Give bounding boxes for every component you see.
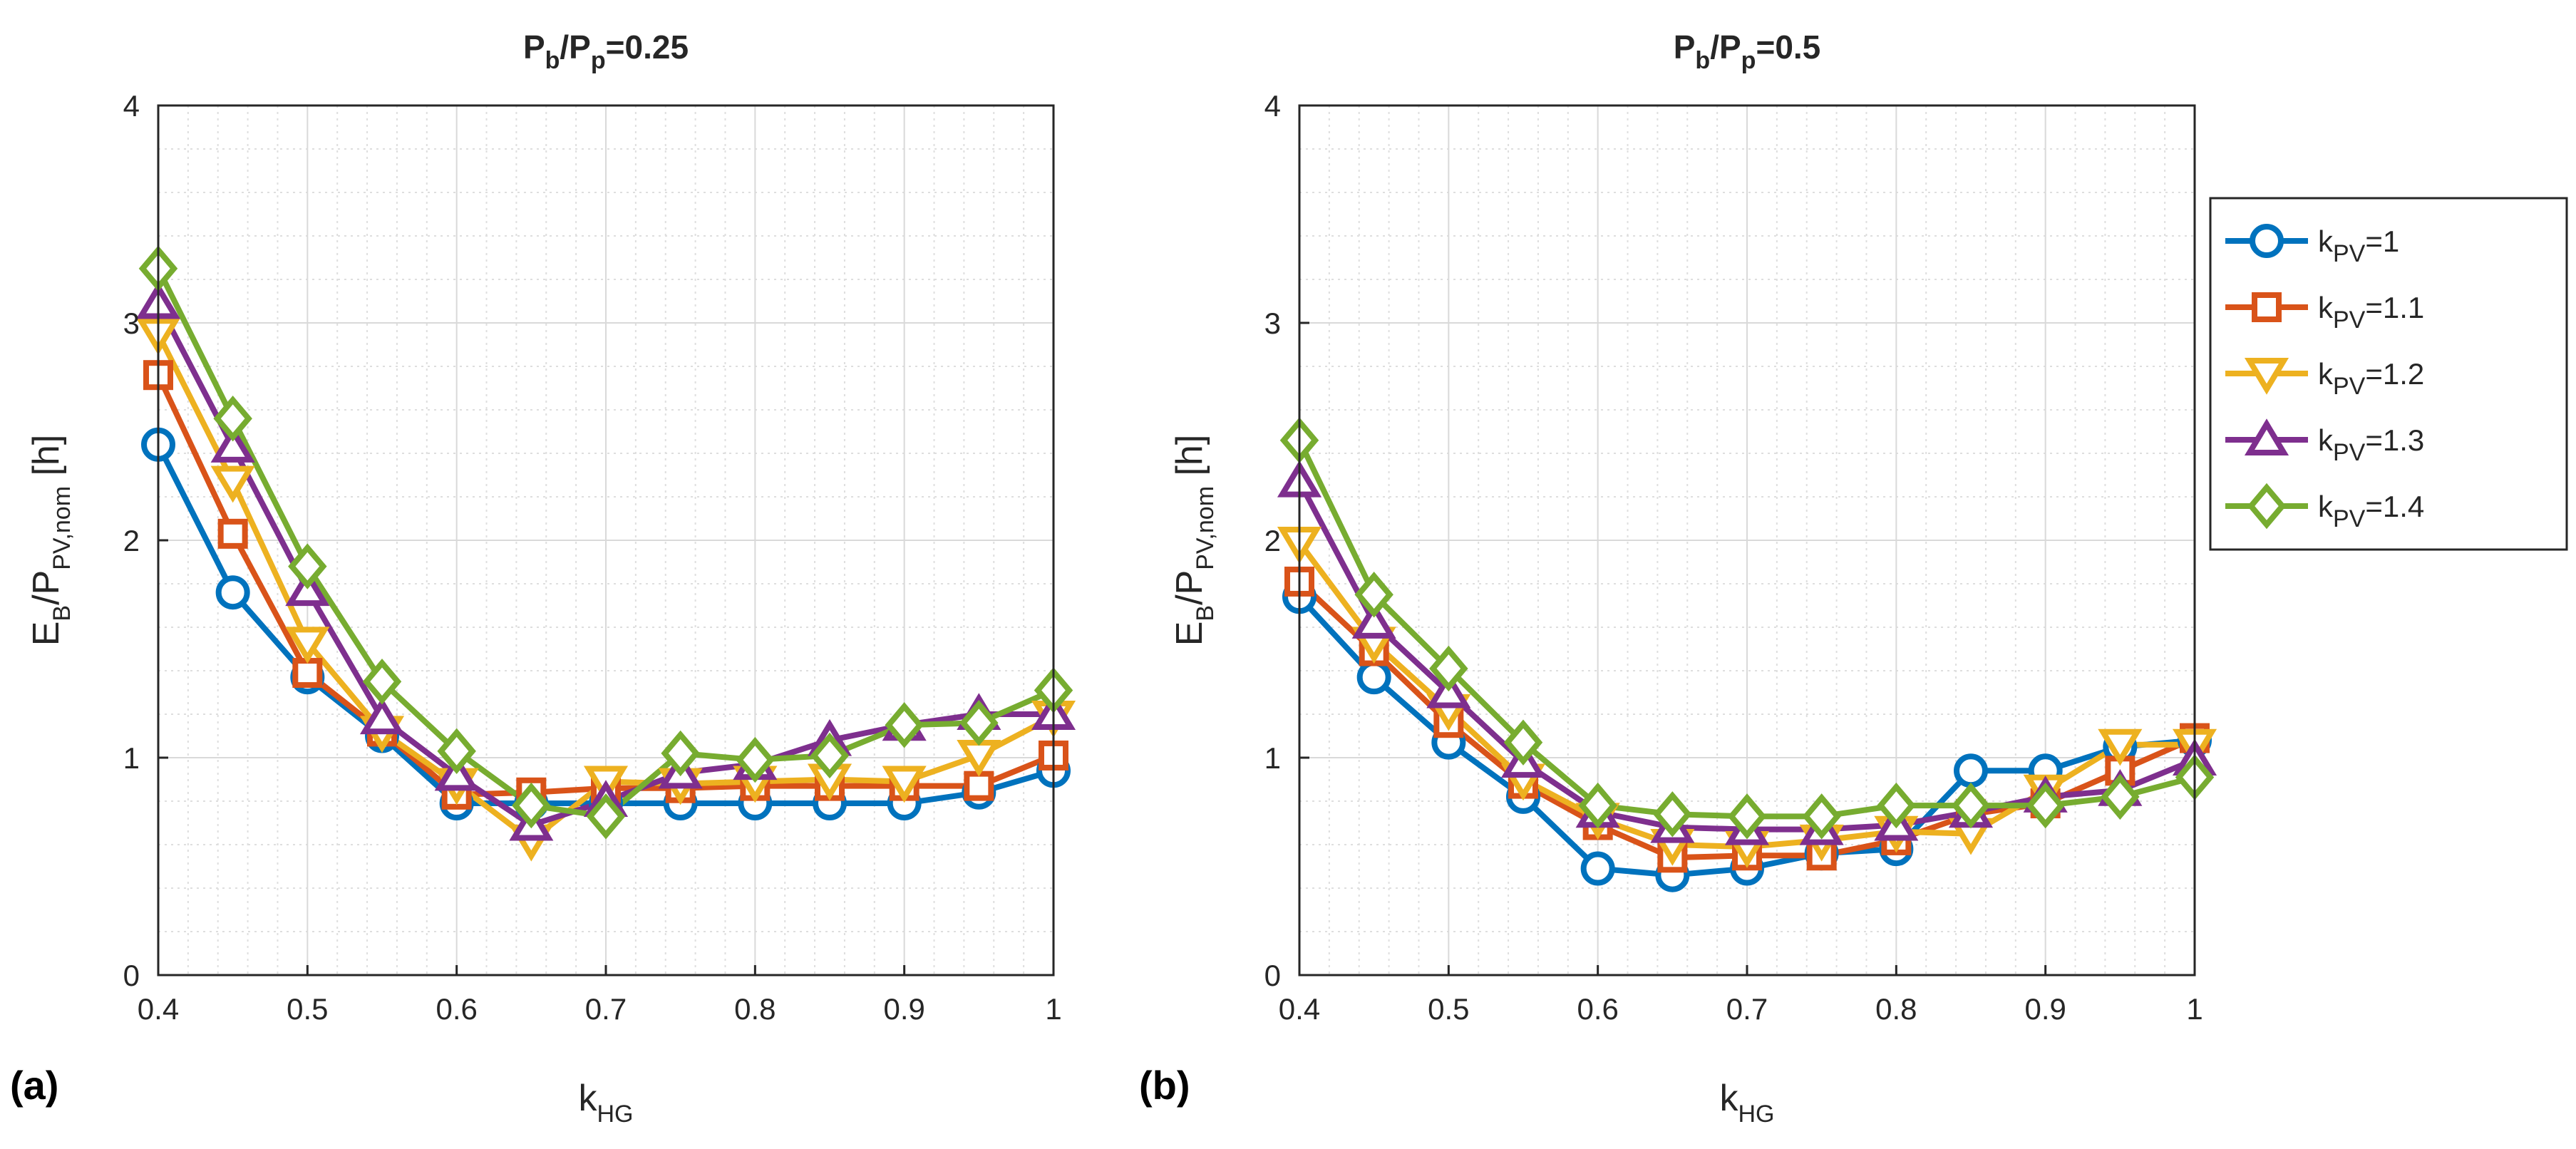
y-tick-label: 0: [1264, 959, 1281, 992]
y-axis-label: EB/PPV,nom [h]: [26, 435, 76, 646]
y-tick-label: 4: [123, 89, 140, 123]
data-point-diamond: [1578, 782, 1617, 829]
data-point-diamond: [810, 732, 850, 779]
x-tick-label: 0.9: [883, 992, 924, 1026]
x-tick-label: 1: [2186, 992, 2203, 1026]
data-point-square: [964, 771, 994, 801]
x-axis-label: kHG: [579, 1078, 634, 1128]
data-point-diamond: [288, 543, 327, 589]
data-point-diamond: [437, 728, 476, 775]
data-point-diamond: [1951, 782, 1991, 829]
data-point-triangle-down: [2098, 728, 2143, 766]
data-point-diamond: [2101, 773, 2140, 820]
x-tick-label: 0.5: [1428, 992, 1469, 1026]
legend: kPV=1 kPV=1.1 kPV=1.2 kPV=1.3 kPV=1.4: [2209, 197, 2568, 551]
legend-label-1: kPV=1: [2318, 225, 2399, 267]
y-tick-label: 1: [1264, 741, 1281, 775]
data-point-square: [217, 518, 248, 549]
x-tick-labels: 0.4 0.5 0.6 0.7 0.8 0.9 1: [138, 992, 1062, 1026]
data-point-diamond: [1802, 793, 1841, 840]
legend-label-4: kPV=1.3: [2318, 423, 2424, 466]
x-tick-label: 0.5: [287, 992, 328, 1026]
data-point-triangle-up: [1351, 602, 1396, 639]
chart-title: Pb/Pp=0.5: [1674, 29, 1821, 74]
y-tick-labels: 0 1 2 3 4: [123, 89, 140, 992]
axes-box: [1298, 104, 2196, 977]
legend-marker-diamond: [2247, 483, 2287, 530]
data-point-triangle-up: [210, 426, 255, 463]
x-tick-label: 0.8: [734, 992, 776, 1026]
data-point-diamond: [1653, 791, 1692, 838]
data-point-diamond: [736, 736, 775, 783]
x-tick-labels: 0.4 0.5 0.6 0.7 0.8 0.9 1: [1279, 992, 2203, 1026]
data-point-triangle-down: [210, 465, 255, 503]
x-tick-label: 1: [1045, 992, 1061, 1026]
data-point-diamond: [586, 793, 626, 840]
y-tick-label: 2: [1264, 524, 1281, 557]
legend-label-5: kPV=1.4: [2318, 490, 2424, 532]
x-tick-label: 0.4: [1279, 992, 1320, 1026]
data-point-diamond: [512, 782, 551, 829]
data-point-diamond: [362, 659, 402, 705]
panel-a: 0.4 0.5 0.6 0.7 0.8 0.9 1 0 1 2 3 4 Pb/Pp=0.25 kHG…: [10, 29, 1076, 1128]
x-tick-label: 0.6: [436, 992, 477, 1026]
data-point-triangle-up: [359, 697, 405, 735]
x-tick-label: 0.8: [1875, 992, 1917, 1026]
x-tick-label: 0.9: [2024, 992, 2066, 1026]
legend-label-2: kPV=1.1: [2318, 291, 2424, 334]
x-tick-label: 0.7: [585, 992, 627, 1026]
data-point-diamond: [1429, 645, 1468, 692]
data-point-square: [292, 658, 323, 689]
x-tick-label: 0.7: [1726, 992, 1768, 1026]
data-point-diamond: [213, 396, 252, 442]
y-tick-label: 3: [123, 306, 140, 340]
data-point-diamond: [959, 700, 999, 746]
data-point-diamond: [2026, 782, 2065, 829]
data-point-triangle-down: [285, 627, 330, 664]
y-tick-label: 0: [123, 959, 140, 992]
legend-items: kPV=1 kPV=1.1 kPV=1.2 kPV=1.3 kPV=1.4: [2225, 224, 2424, 532]
data-point-circle: [1356, 660, 1391, 695]
y-tick-label: 1: [123, 741, 140, 775]
data-point-diamond: [1503, 719, 1543, 766]
data-point-diamond: [1354, 572, 1393, 618]
legend-marker-circle: [2250, 224, 2284, 258]
y-tick-label: 2: [123, 524, 140, 557]
data-point-circle: [1954, 753, 1988, 788]
series-markers: [1277, 417, 2217, 892]
legend-marker-triangle-down: [2244, 358, 2289, 395]
legend-marker-square: [2252, 292, 2282, 322]
data-point-diamond: [661, 730, 700, 777]
axes-box: [157, 104, 1055, 977]
panel-label-b: (b): [1139, 1063, 1190, 1108]
x-tick-label: 0.4: [138, 992, 179, 1026]
x-axis-label: kHG: [1720, 1078, 1775, 1128]
data-point-diamond: [1877, 782, 1916, 829]
data-point-circle: [1580, 851, 1615, 886]
y-axis-label: EB/PPV,nom [h]: [1169, 435, 1219, 646]
y-tick-labels: 0 1 2 3 4: [1264, 89, 1281, 992]
legend-marker-triangle-up: [2244, 418, 2289, 455]
y-tick-label: 4: [1264, 89, 1281, 123]
data-point-diamond: [885, 702, 924, 748]
chart-title: Pb/Pp=0.25: [523, 29, 689, 74]
y-tick-label: 3: [1264, 306, 1281, 340]
data-point-diamond: [1727, 793, 1767, 840]
data-point-triangle-down: [882, 766, 927, 803]
data-point-circle: [215, 575, 250, 610]
x-tick-label: 0.6: [1577, 992, 1618, 1026]
legend-label-3: kPV=1.2: [2318, 357, 2424, 400]
panel-label-a: (a): [10, 1063, 58, 1108]
